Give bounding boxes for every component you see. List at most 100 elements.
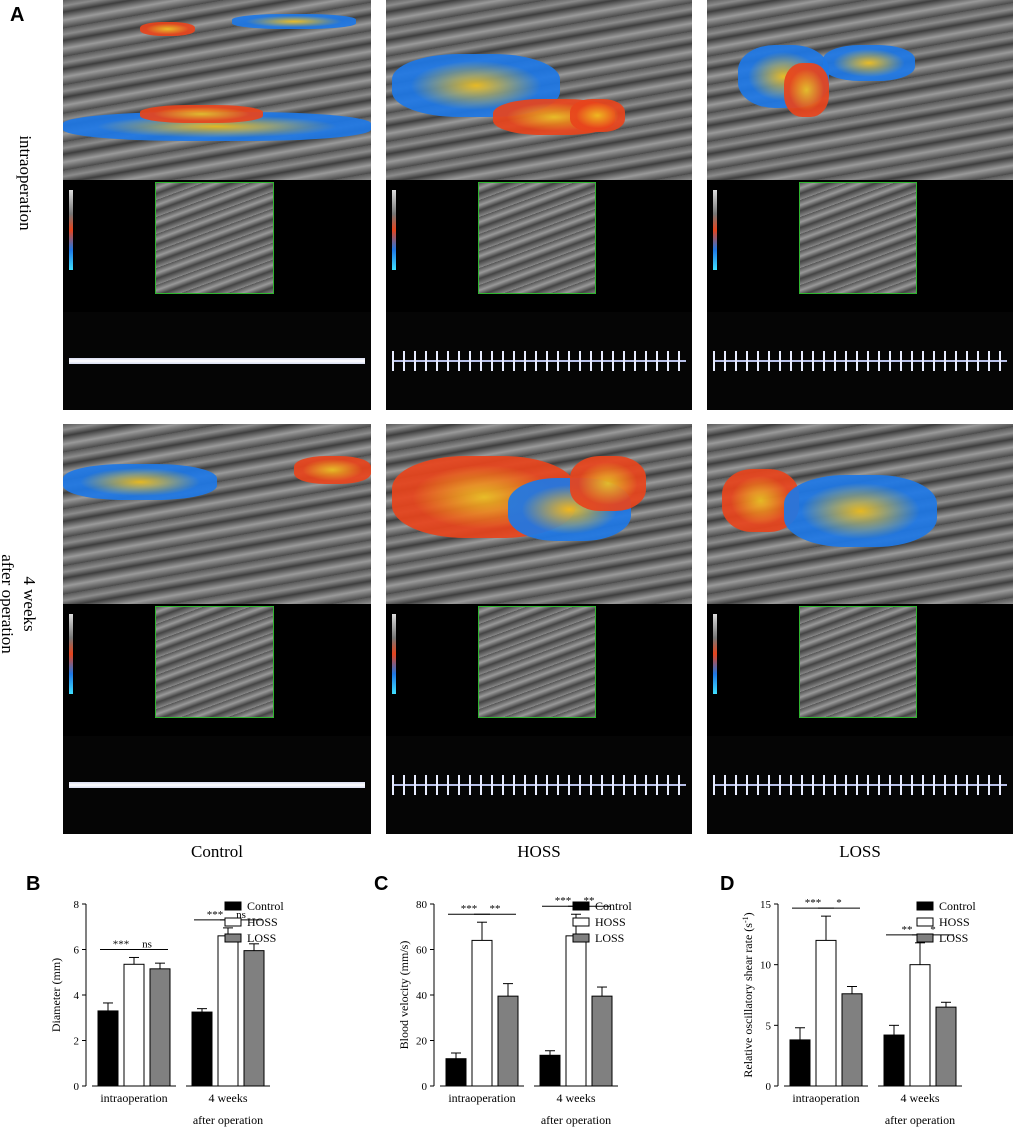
y-axis-label: Relative oscillatory shear rate (s-1)	[741, 912, 755, 1077]
legend-label: HOSS	[939, 915, 970, 929]
doppler-spectrum	[63, 311, 371, 410]
doppler-waveform	[713, 350, 1007, 371]
bmode-image	[386, 0, 692, 181]
panel-letter-a: A	[10, 4, 25, 26]
group-sublabel: after operation	[193, 1113, 263, 1127]
bar-loss	[149, 968, 171, 1087]
doppler-spectrum	[386, 735, 692, 834]
significance-label: ***	[805, 897, 822, 909]
legend-swatch-loss	[572, 933, 590, 943]
y-tick-label: 40	[416, 990, 428, 1002]
doppler-spectrum	[707, 311, 1013, 410]
bmode-image	[386, 424, 692, 605]
panel-letter-d: D	[720, 873, 735, 895]
y-tick-label: 0	[766, 1081, 772, 1093]
bar-hoss	[565, 935, 587, 1087]
legend-label: LOSS	[247, 931, 276, 945]
color-doppler-flow	[63, 463, 217, 500]
significance-label: ***	[555, 895, 572, 907]
group-label: 4 weeks	[557, 1091, 596, 1105]
color-doppler-flow	[140, 104, 264, 123]
y-tick-label: 2	[74, 1036, 80, 1048]
row-label-after-line2: after operation	[0, 554, 17, 654]
bar-control	[539, 1054, 561, 1087]
bar-control	[445, 1058, 467, 1087]
significance-label: **	[490, 903, 501, 915]
y-tick-label: 5	[766, 1020, 772, 1032]
bmode-image	[707, 424, 1013, 605]
doppler-waveform	[69, 350, 365, 371]
y-axis-label: Blood velocity (mm/s)	[397, 941, 411, 1050]
doppler-inset-image	[477, 182, 597, 295]
velocity-colorbar	[69, 190, 73, 271]
color-doppler-flow	[783, 474, 937, 547]
doppler-inset-image	[155, 182, 275, 295]
legend-swatch-control	[916, 901, 934, 911]
doppler-spectrum	[63, 735, 371, 834]
significance-label: *	[930, 924, 936, 936]
column-label-control: Control	[191, 842, 243, 861]
legend-swatch-loss	[916, 933, 934, 943]
doppler-waveform	[392, 350, 686, 371]
legend-label: HOSS	[247, 915, 278, 929]
doppler-spectrum	[707, 735, 1013, 834]
ultrasound-hoss-intraoperation	[386, 0, 692, 410]
significance-label: **	[584, 895, 595, 907]
bmode-image	[63, 0, 371, 181]
bar-hoss	[471, 939, 493, 1087]
row-label-intraoperation: intraoperation	[16, 135, 35, 231]
ultrasound-control-after-operation	[63, 424, 371, 834]
significance-label: ***	[113, 938, 130, 950]
bmode-image	[63, 424, 371, 605]
group-sublabel: after operation	[541, 1113, 611, 1127]
doppler-inset-image	[798, 182, 918, 295]
ultrasound-loss-after-operation	[707, 424, 1013, 834]
legend-label: HOSS	[595, 915, 626, 929]
panel-letter-c: C	[374, 873, 389, 895]
y-tick-label: 0	[74, 1081, 80, 1093]
ultrasound-loss-intraoperation	[707, 0, 1013, 410]
y-tick-label: 0	[422, 1081, 428, 1093]
group-label: 4 weeks	[209, 1091, 248, 1105]
bar-loss	[841, 993, 863, 1087]
bmode-image	[707, 0, 1013, 181]
doppler-inset-image	[477, 606, 597, 719]
panel-letter-b: B	[26, 873, 41, 895]
bar-loss	[591, 995, 613, 1087]
y-tick-label: 15	[760, 899, 772, 911]
doppler-waveform	[392, 774, 686, 795]
doppler-setup-area	[63, 604, 371, 720]
row-label-after-operation: 4 weeks after operation	[0, 539, 40, 669]
doppler-inset-image	[798, 606, 918, 719]
y-tick-label: 4	[74, 990, 80, 1002]
chart-oscillatory-shear-rate: 0 5 10 15 Relative oscillatory shear rate (s…	[741, 897, 976, 1127]
ultrasound-hoss-after-operation	[386, 424, 692, 834]
significance-label: ns	[142, 938, 152, 950]
doppler-setup-area	[707, 180, 1013, 296]
bar-hoss	[815, 939, 837, 1087]
column-label-hoss: HOSS	[517, 842, 561, 861]
legend-swatch-hoss	[224, 917, 242, 927]
significance-label: ***	[461, 903, 478, 915]
doppler-spectrum	[386, 311, 692, 410]
legend-swatch-loss	[224, 933, 242, 943]
significance-label: *	[836, 897, 842, 909]
y-tick-label: 80	[416, 899, 428, 911]
bar-hoss	[123, 963, 145, 1087]
group-label: intraoperation	[792, 1091, 859, 1105]
doppler-setup-area	[63, 180, 371, 296]
y-tick-label: 10	[760, 960, 772, 972]
doppler-setup-area	[707, 604, 1013, 720]
bar-loss	[935, 1006, 957, 1087]
bar-loss	[243, 950, 265, 1087]
y-tick-label: 20	[416, 1036, 428, 1048]
legend-label: LOSS	[939, 931, 968, 945]
y-tick-label: 60	[416, 945, 428, 957]
bar-hoss	[217, 935, 239, 1087]
doppler-setup-area	[386, 180, 692, 296]
legend-label: LOSS	[595, 931, 624, 945]
chart-diameter: 0 2 4 6 8 Diameter (mm) intraoperation *** ns 4 w…	[49, 899, 284, 1127]
doppler-setup-area	[386, 604, 692, 720]
doppler-waveform	[69, 774, 365, 795]
legend-swatch-hoss	[916, 917, 934, 927]
